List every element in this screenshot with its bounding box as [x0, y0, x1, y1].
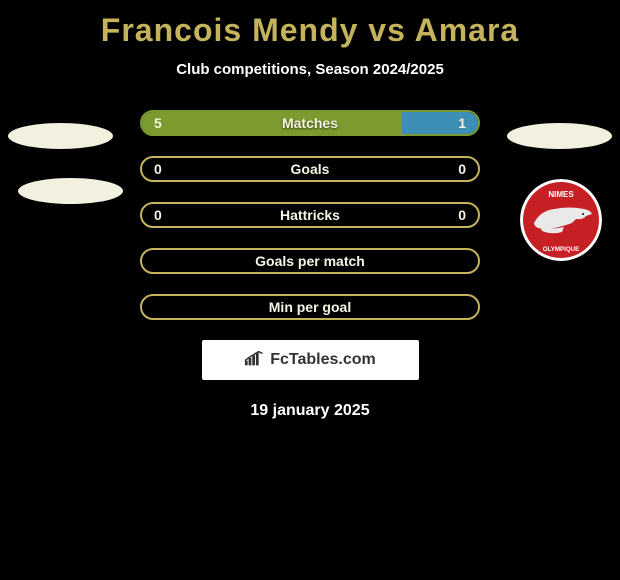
brand-text: FcTables.com [270, 351, 376, 369]
bar-label: Hattricks [142, 204, 478, 226]
bar-label: Matches [142, 112, 478, 134]
decor-ellipse-right-1 [507, 123, 612, 149]
club-badge-right: NIMES OLYMPIQUE [520, 179, 602, 261]
decor-ellipse-left-2 [18, 178, 123, 204]
svg-text:OLYMPIQUE: OLYMPIQUE [543, 246, 580, 253]
stat-bar-goals-per-match: Goals per match [140, 248, 480, 274]
bar-label: Min per goal [142, 296, 478, 318]
brand-logo-icon [244, 349, 266, 372]
subtitle: Club competitions, Season 2024/2025 [0, 61, 620, 78]
stat-bar-min-per-goal: Min per goal [140, 294, 480, 320]
stat-bar-hattricks: 00Hattricks [140, 202, 480, 228]
stat-bar-goals: 00Goals [140, 156, 480, 182]
comparison-chart: 51Matches 00Goals 00Hattricks Goals per mat… [140, 110, 480, 320]
stat-bar-matches: 51Matches [140, 110, 480, 136]
bar-label: Goals [142, 158, 478, 180]
date-text: 19 january 2025 [0, 402, 620, 420]
svg-text:NIMES: NIMES [548, 190, 574, 199]
brand-badge: FcTables.com [202, 340, 419, 380]
title-player1: Francois Mendy [101, 12, 359, 48]
title-vs: vs [368, 12, 406, 48]
bar-label: Goals per match [142, 250, 478, 272]
page-title: Francois Mendy vs Amara [0, 12, 620, 49]
decor-ellipse-left-1 [8, 123, 113, 149]
title-player2: Amara [415, 12, 520, 48]
